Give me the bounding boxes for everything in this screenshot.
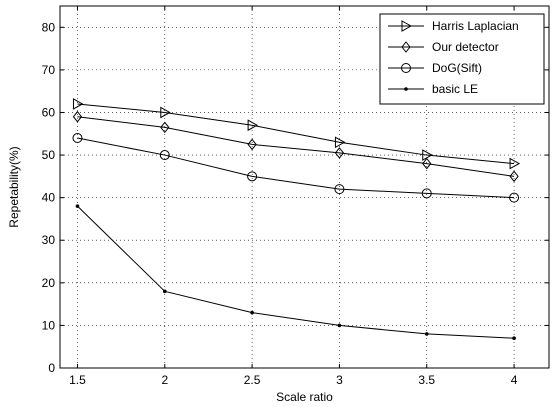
series-3 — [75, 204, 516, 340]
data-point-diamond — [422, 157, 432, 170]
x-tick-label: 3.5 — [418, 373, 435, 387]
grid-lines — [60, 6, 549, 368]
data-point-diamond — [160, 121, 170, 134]
x-tick-label: 2.5 — [244, 373, 261, 387]
data-point-diamond — [401, 41, 411, 53]
y-tick-label: 60 — [42, 105, 56, 119]
legend-label: DoG(Sift) — [432, 61, 482, 75]
x-axis-label: Scale ratio — [276, 390, 333, 404]
data-point-dot — [512, 336, 516, 340]
x-tick-label: 1.5 — [69, 373, 86, 387]
legend-label: Harris Laplacian — [432, 19, 519, 33]
data-point-circle — [401, 63, 411, 73]
series-line — [77, 205, 515, 339]
x-tick-label: 2 — [161, 373, 168, 387]
data-point-circle — [509, 192, 520, 203]
series-group — [72, 98, 521, 340]
legend-item: Our detector — [388, 40, 499, 54]
y-tick-label: 0 — [48, 361, 55, 375]
data-point-diamond — [509, 170, 519, 183]
data-point-dot — [162, 289, 167, 294]
data-point-triangle — [401, 20, 413, 32]
series-line — [77, 137, 515, 199]
y-tick-label: 40 — [42, 191, 56, 205]
data-point-triangle — [509, 157, 521, 170]
series-0 — [72, 98, 521, 170]
data-point-triangle — [334, 136, 346, 149]
y-tick-label: 10 — [42, 318, 56, 332]
data-point-dot — [75, 204, 80, 208]
series-line — [77, 116, 515, 177]
data-point-circle — [247, 171, 258, 182]
legend-item: basic LE — [388, 82, 478, 96]
y-axis-label: Repetability(%) — [7, 146, 21, 227]
data-point-triangle — [422, 149, 433, 161]
data-point-circle — [72, 133, 83, 144]
legend-item: DoG(Sift) — [388, 61, 482, 75]
data-point-diamond — [72, 110, 83, 123]
data-point-dot — [337, 323, 342, 328]
data-point-circle — [334, 184, 345, 195]
x-tick-label: 3 — [336, 373, 343, 387]
data-point-triangle — [160, 106, 171, 119]
y-tick-label: 80 — [42, 20, 56, 34]
data-point-dot — [424, 332, 429, 336]
legend-label: Our detector — [432, 40, 499, 54]
data-point-triangle — [72, 98, 84, 110]
x-tick-label: 4 — [511, 373, 518, 387]
series-2 — [72, 133, 520, 203]
series-line — [77, 103, 515, 165]
data-point-diamond — [334, 147, 345, 159]
y-tick-label: 30 — [42, 233, 56, 247]
legend-item: Harris Laplacian — [388, 19, 519, 33]
plot-area — [59, 5, 550, 369]
legend-label: basic LE — [432, 82, 478, 96]
data-point-diamond — [247, 138, 257, 151]
data-point-circle — [421, 188, 432, 199]
y-tick-label: 20 — [42, 276, 56, 290]
data-point-circle — [159, 150, 170, 161]
series-1 — [72, 110, 519, 183]
data-point-triangle — [247, 119, 259, 132]
y-tick-label: 70 — [42, 63, 56, 77]
legend: Harris Laplacian Our detector DoG(Sift) bas… — [379, 13, 545, 105]
data-point-dot — [404, 87, 408, 91]
data-point-dot — [250, 310, 254, 315]
y-tick-label: 50 — [42, 148, 56, 162]
